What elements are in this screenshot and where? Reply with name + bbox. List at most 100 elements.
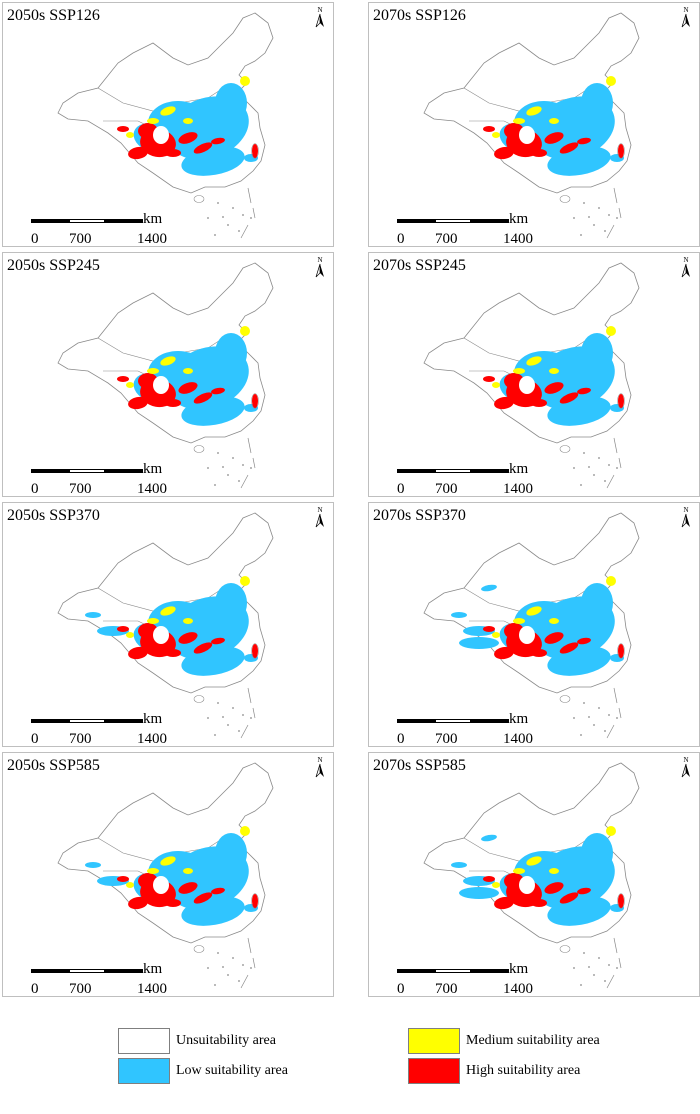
- suitability-patch: [519, 876, 535, 894]
- scale-segment: [397, 219, 435, 223]
- island: [598, 957, 600, 959]
- scale-tick-0: 0: [397, 981, 405, 997]
- suitability-patch: [128, 646, 148, 660]
- suitability-patch: [544, 132, 564, 144]
- suitability-patch: [544, 882, 564, 894]
- scale-segment: [471, 719, 509, 723]
- island-outline: [251, 393, 259, 409]
- north-arrow-icon: N: [681, 6, 690, 28]
- scale-unit: km: [509, 461, 529, 477]
- island: [227, 724, 229, 726]
- scale-tick-1400: 1400: [137, 481, 167, 497]
- island: [573, 467, 575, 469]
- island: [598, 457, 600, 459]
- scale-segment: [471, 219, 509, 223]
- suitability-patch: [215, 83, 247, 123]
- suitability-patch: [178, 632, 198, 644]
- suitability-patch: [165, 649, 181, 657]
- scale-tick-0: 0: [397, 731, 405, 747]
- scale-segment: [31, 469, 69, 473]
- suitability-patch: [492, 632, 500, 638]
- legend-label-low: Low suitability area: [176, 1063, 288, 1078]
- suitability-patch: [606, 76, 616, 86]
- scale-bar: [397, 719, 509, 725]
- scale-unit: km: [143, 211, 163, 227]
- suitability-patch: [178, 382, 198, 394]
- scale-tick-1400: 1400: [503, 981, 533, 997]
- suitability-patch: [494, 896, 514, 910]
- island: [588, 216, 590, 218]
- island: [207, 467, 209, 469]
- island: [616, 967, 618, 969]
- panel-title: 2070s SSP370: [373, 507, 466, 524]
- suitability-patch: [183, 618, 193, 624]
- island-outline: [559, 445, 571, 453]
- island: [608, 714, 610, 716]
- suitability-patch: [160, 856, 176, 866]
- suitability-patch: [240, 826, 250, 836]
- dashed-line: [240, 187, 256, 239]
- north-label: N: [683, 6, 688, 14]
- scale-tick-700: 700: [435, 481, 458, 497]
- suitability-patch: [183, 868, 193, 874]
- suitability-patch: [193, 142, 213, 154]
- island-outline: [617, 143, 625, 159]
- suitability-patch: [153, 876, 169, 894]
- suitability-patch: [549, 618, 559, 624]
- suitability-patch: [606, 326, 616, 336]
- suitability-patch: [483, 376, 495, 382]
- north-label: N: [317, 6, 322, 14]
- suitability-patch: [559, 892, 579, 904]
- scale-bar: [31, 719, 143, 725]
- island: [580, 234, 582, 236]
- suitability-patch: [165, 399, 181, 407]
- suitability-patch: [577, 387, 591, 395]
- island: [242, 714, 244, 716]
- scale-tick-1400: 1400: [137, 731, 167, 747]
- scale-tick-1400: 1400: [137, 231, 167, 247]
- scale-unit: km: [143, 461, 163, 477]
- island: [588, 966, 590, 968]
- island: [608, 214, 610, 216]
- north-arrow-icon: N: [315, 506, 324, 528]
- island: [232, 457, 234, 459]
- island-outline: [193, 445, 205, 453]
- scale-bar: [31, 219, 143, 225]
- dashed-line: [240, 687, 256, 739]
- island: [593, 974, 595, 976]
- suitability-patch: [526, 606, 542, 616]
- suitability-patch: [549, 868, 559, 874]
- island-outline: [617, 393, 625, 409]
- suitability-patch: [165, 899, 181, 907]
- island: [250, 217, 252, 219]
- scale-segment: [69, 219, 105, 223]
- suitability-patch: [519, 126, 535, 144]
- north-label: N: [317, 756, 322, 764]
- suitability-patch: [606, 576, 616, 586]
- suitability-patch: [531, 399, 547, 407]
- island: [604, 730, 606, 732]
- suitability-patch: [526, 356, 542, 366]
- suitability-patch: [215, 333, 247, 373]
- suitability-patch: [183, 368, 193, 374]
- island-outline: [251, 143, 259, 159]
- island: [598, 207, 600, 209]
- suitability-patch: [618, 144, 624, 158]
- suitability-patch: [147, 618, 159, 624]
- suitability-patch: [519, 626, 535, 644]
- suitability-patch: [581, 833, 613, 873]
- island: [214, 484, 216, 486]
- suitability-patch: [526, 106, 542, 116]
- scale-segment: [397, 969, 435, 973]
- island-outline: [617, 893, 625, 909]
- dashed-line: [240, 937, 256, 989]
- suitability-patch: [252, 894, 258, 908]
- island: [227, 224, 229, 226]
- island: [222, 716, 224, 718]
- suitability-patch: [513, 618, 525, 624]
- scale-tick-1400: 1400: [137, 981, 167, 997]
- island: [604, 230, 606, 232]
